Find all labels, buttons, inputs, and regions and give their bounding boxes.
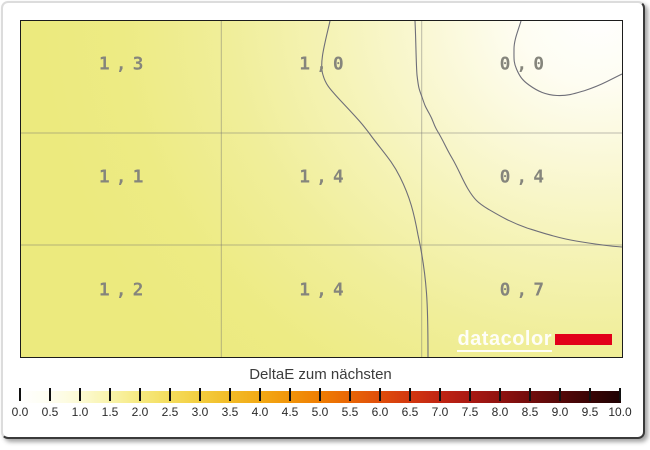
colorbar-tick — [619, 388, 621, 401]
colorbar-tick — [319, 388, 321, 401]
colorbar-tick-label: 3.5 — [221, 405, 239, 419]
heatmap-overlay — [21, 21, 622, 357]
colorbar-tick-label: 3.0 — [191, 405, 209, 419]
cell-value: 0,4 — [499, 166, 551, 188]
datacolor-logo-text: datacolor — [457, 328, 552, 352]
cell-value: 0,7 — [499, 279, 551, 301]
colorbar-tick-label: 9.0 — [551, 405, 569, 419]
colorbar-tick-label: 4.0 — [251, 405, 269, 419]
datacolor-logo: datacolor — [457, 329, 612, 352]
colorbar-tick — [19, 388, 21, 401]
cell-value: 1,3 — [98, 53, 150, 75]
colorbar-tick — [169, 388, 171, 401]
colorbar-tick — [289, 388, 291, 401]
colorbar-tick-label: 8.5 — [521, 405, 539, 419]
datacolor-logo-swoosh-icon — [555, 333, 612, 345]
colorbar-title: DeltaE zum nächsten — [249, 366, 392, 383]
colorbar-tick-label: 7.5 — [461, 405, 479, 419]
colorbar-tick-label: 1.5 — [101, 405, 119, 419]
colorbar-tick-label: 5.5 — [341, 405, 359, 419]
colorbar-tick — [229, 388, 231, 401]
colorbar-tick-label: 8.0 — [491, 405, 509, 419]
colorbar-tick — [49, 388, 51, 401]
colorbar-tick-label: 9.5 — [581, 405, 599, 419]
colorbar-ticks: 0.0 0.5 1.0 1.5 2.0 2.5 3.0 3.5 4.0 4.5 5.0 5.5 6.0 6… — [12, 388, 632, 420]
colorbar-tick-label: 0.5 — [41, 405, 59, 419]
colorbar-tick — [349, 388, 351, 401]
colorbar-tick-label: 6.5 — [401, 405, 419, 419]
colorbar-tick — [109, 388, 111, 401]
cell-value: 0,0 — [499, 53, 551, 75]
colorbar-tick-label: 7.0 — [431, 405, 449, 419]
colorbar-tick-label: 2.5 — [161, 405, 179, 419]
colorbar-tick — [139, 388, 141, 401]
colorbar-tick — [79, 388, 81, 401]
colorbar-tick-label: 1.0 — [71, 405, 89, 419]
colorbar-tick-label: 6.0 — [371, 405, 389, 419]
cell-value: 1,0 — [299, 53, 350, 75]
colorbar-tick — [379, 388, 381, 401]
cell-value: 1,2 — [98, 279, 150, 301]
colorbar-tick-label: 4.5 — [281, 405, 299, 419]
colorbar-tick-label: 5.0 — [311, 405, 329, 419]
colorbar-tick — [439, 388, 441, 401]
colorbar-tick-label: 2.0 — [131, 405, 149, 419]
grid-lines — [21, 21, 622, 357]
colorbar-tick — [559, 388, 561, 401]
uniformity-heatmap: 1,3 1,0 0,0 1,1 1,4 0,4 1,2 1,4 0,7 datacolor — [20, 20, 623, 358]
colorbar-tick — [529, 388, 531, 401]
colorbar-tick — [469, 388, 471, 401]
colorbar-tick-label: 10.0 — [608, 405, 632, 419]
colorbar-tick — [499, 388, 501, 401]
contour-lines — [321, 21, 622, 357]
cell-value: 1,4 — [299, 279, 350, 301]
colorbar-tick — [259, 388, 261, 401]
colorbar-tick — [589, 388, 591, 401]
colorbar-tick — [199, 388, 201, 401]
cell-value: 1,4 — [299, 166, 350, 188]
colorbar-tick-label: 0.0 — [11, 405, 29, 419]
cell-value: 1,1 — [98, 166, 150, 188]
colorbar-tick — [409, 388, 411, 401]
